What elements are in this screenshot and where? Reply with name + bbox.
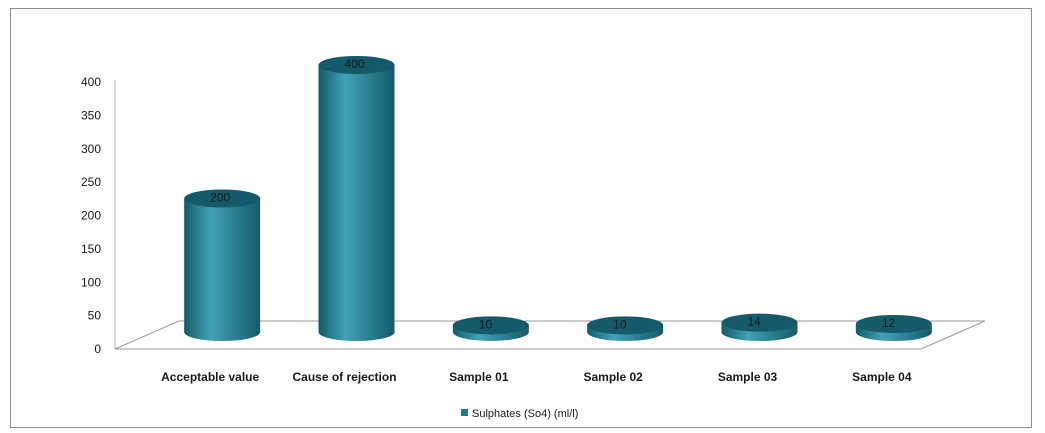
bar-top-cap [452,316,529,335]
y-tick-label: 200 [81,209,101,223]
legend: Sulphates (So4) (ml/l) [461,408,578,420]
bar-top-cap [318,56,395,74]
data-label: 10 [479,317,493,331]
x-category-label: Acceptable value [161,370,259,384]
data-label: 200 [210,191,230,205]
bar-4: 10 [587,316,664,341]
bar-body [184,198,261,341]
bar-5: 14 [721,313,798,341]
x-axis-categories: Acceptable value Cause of rejection Sample… [161,370,912,384]
y-tick-label: 150 [81,242,101,256]
bar-2: 400 [318,56,395,341]
y-tick-label: 0 [94,342,101,356]
y-tick-label: 400 [81,75,101,89]
data-label: 10 [613,317,627,331]
bar-top-cap [721,313,798,332]
axes [114,80,986,350]
legend-label: Sulphates (So4) (ml/l) [472,408,578,420]
legend-swatch [461,409,468,416]
bar-top-cap [855,314,932,333]
y-tick-label: 100 [81,275,101,289]
bar-body [318,65,395,341]
x-category-label: Sample 02 [583,370,643,384]
y-tick-label: 300 [81,142,101,156]
y-tick-label: 250 [81,175,101,189]
y-tick-label: 50 [88,309,102,323]
bars: 200 400 10 10 14 12 [184,56,932,341]
x-category-label: Sample 01 [449,370,509,384]
y-axis-ticks: 0 50 100 150 200 250 300 350 400 [81,75,101,356]
bar-6: 12 [855,314,932,341]
x-category-label: Sample 03 [718,370,778,384]
y-tick-label: 350 [81,108,101,122]
x-category-label: Sample 04 [852,370,912,384]
bar-1: 200 [184,189,261,341]
bar-top-cap [587,316,664,335]
x-category-label: Cause of rejection [292,370,396,384]
chart-floor [114,320,986,350]
data-label: 400 [345,57,365,71]
bar-top-cap [184,189,261,208]
data-label: 12 [882,316,896,330]
bar-3: 10 [452,316,529,341]
chart-frame: 0 50 100 150 200 250 300 350 400 200 400 10 10 14 12 … [10,8,1032,428]
data-label: 14 [748,315,762,329]
